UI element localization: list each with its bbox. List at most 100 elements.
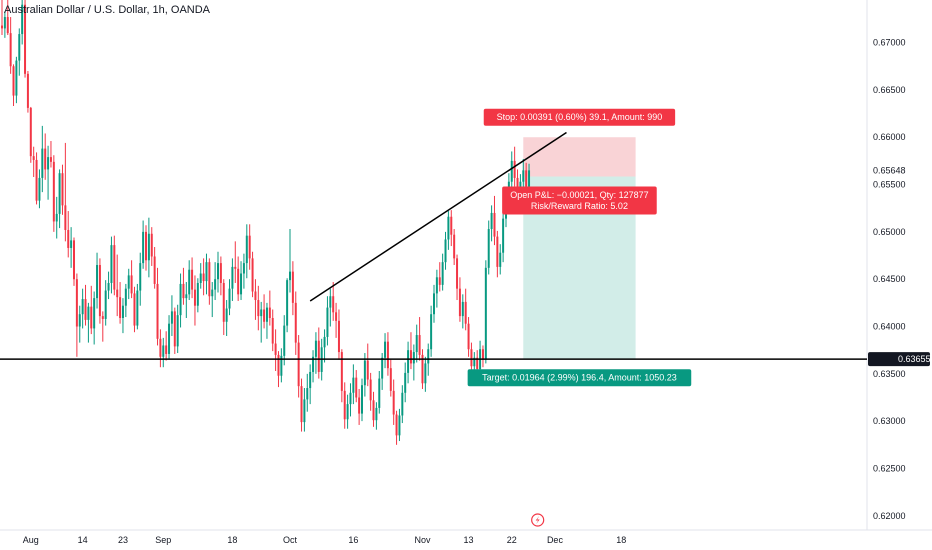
candle-body (433, 293, 435, 315)
candle-body (366, 360, 369, 380)
candle-body (444, 239, 447, 263)
candle-body (35, 159, 38, 201)
candle-body (87, 306, 90, 320)
candle-body (352, 377, 355, 393)
price-tick-label: 0.63000 (873, 416, 906, 426)
price-axis[interactable]: 0.67000 0.66500 0.66000 0.65500 0.65000 0.645… (868, 38, 931, 521)
candle-body (470, 349, 473, 367)
candle-body (67, 229, 70, 248)
candle-body (323, 336, 326, 348)
candle-body (165, 345, 168, 354)
candle-body (265, 307, 268, 322)
price-tick-label: 0.64500 (873, 274, 906, 284)
candle-body (49, 157, 52, 162)
plot-area (0, 0, 932, 531)
candle-body (283, 325, 286, 356)
candle-body (75, 279, 78, 327)
drawings[interactable] (0, 131, 867, 360)
candle-body (502, 218, 505, 253)
candle-body (208, 262, 211, 297)
candle-body (150, 233, 153, 257)
candle-body (407, 350, 410, 373)
candle-body (450, 216, 453, 235)
candle-body (44, 148, 47, 170)
pnl-label-text: Open P&L: −0.00021, Qty: 127877 (510, 190, 648, 200)
time-axis[interactable]: Aug 14 23 Sep 18 Oct 16 Nov 13 22 Dec 18 (23, 513, 626, 545)
candle-body (343, 390, 346, 420)
price-tick-label: 0.65500 (873, 180, 906, 190)
candle-body (15, 60, 18, 96)
candle-body (358, 397, 361, 414)
candle-body (297, 342, 300, 387)
candles (1, 0, 531, 445)
candle-body (438, 277, 441, 285)
candle-body (340, 352, 343, 391)
candle-body (188, 269, 191, 295)
price-tick-label: 0.62000 (873, 511, 906, 521)
event-icon[interactable] (531, 513, 545, 527)
candle-body (369, 379, 372, 401)
stop-zone[interactable] (523, 137, 636, 177)
candle-body (435, 277, 438, 294)
candle-body (337, 320, 340, 353)
candle-body (179, 283, 182, 316)
candle-body (3, 17, 6, 29)
target-label-bg (467, 369, 692, 387)
candle-body (314, 340, 317, 357)
candle-body (349, 392, 352, 405)
candle-body (9, 33, 12, 67)
candle-body (234, 266, 237, 269)
time-tick-label: 22 (507, 535, 517, 545)
candle-body (260, 309, 263, 317)
candle-body (375, 407, 378, 421)
candle-body (306, 388, 309, 400)
candle-body (490, 212, 493, 230)
candle-body (202, 273, 205, 282)
candle-body (424, 363, 427, 384)
time-tick-label: 14 (78, 535, 88, 545)
candle-body (199, 273, 202, 283)
candle-body (24, 4, 27, 74)
candle-body (421, 354, 424, 384)
candle-body (263, 309, 266, 322)
time-tick-label: 18 (616, 535, 626, 545)
target-label: Target: 0.01964 (2.99%) 196.4, Amount: 1… (467, 369, 692, 387)
candle-body (104, 290, 107, 319)
level-price-badge (868, 352, 930, 367)
candle-body (418, 335, 421, 355)
price-tick-label: 0.62500 (873, 463, 906, 473)
candle-body (300, 386, 303, 423)
candle-body (110, 245, 113, 283)
price-tick-label: 0.65000 (873, 227, 906, 237)
candle-body (119, 297, 122, 318)
candle-body (453, 234, 456, 259)
event-icon-bolt (535, 516, 540, 524)
candle-body (332, 296, 335, 313)
candle-body (173, 311, 176, 347)
candle-body (447, 216, 450, 240)
candle-body (211, 289, 214, 297)
candle-body (98, 265, 101, 317)
price-tick-label: 0.66000 (873, 132, 906, 142)
position-tool[interactable] (523, 137, 636, 359)
candle-body (81, 299, 84, 315)
candle-body (389, 368, 392, 391)
candle-body (254, 291, 257, 301)
candle-body (456, 258, 459, 289)
candle-body (182, 283, 185, 299)
candle-body (139, 263, 142, 291)
candle-body (185, 294, 188, 299)
candle-body (386, 341, 389, 369)
candle-body (142, 231, 145, 264)
candle-body (214, 279, 217, 290)
candle-body (26, 73, 29, 108)
candle-body (6, 17, 9, 34)
candle-body (217, 263, 219, 280)
candle-body (222, 282, 225, 322)
candle-body (481, 349, 484, 360)
trendline[interactable] (309, 131, 567, 302)
candle-body (237, 268, 240, 295)
candle-body (528, 170, 531, 187)
candle-body (170, 311, 173, 324)
candle-body (228, 288, 231, 309)
